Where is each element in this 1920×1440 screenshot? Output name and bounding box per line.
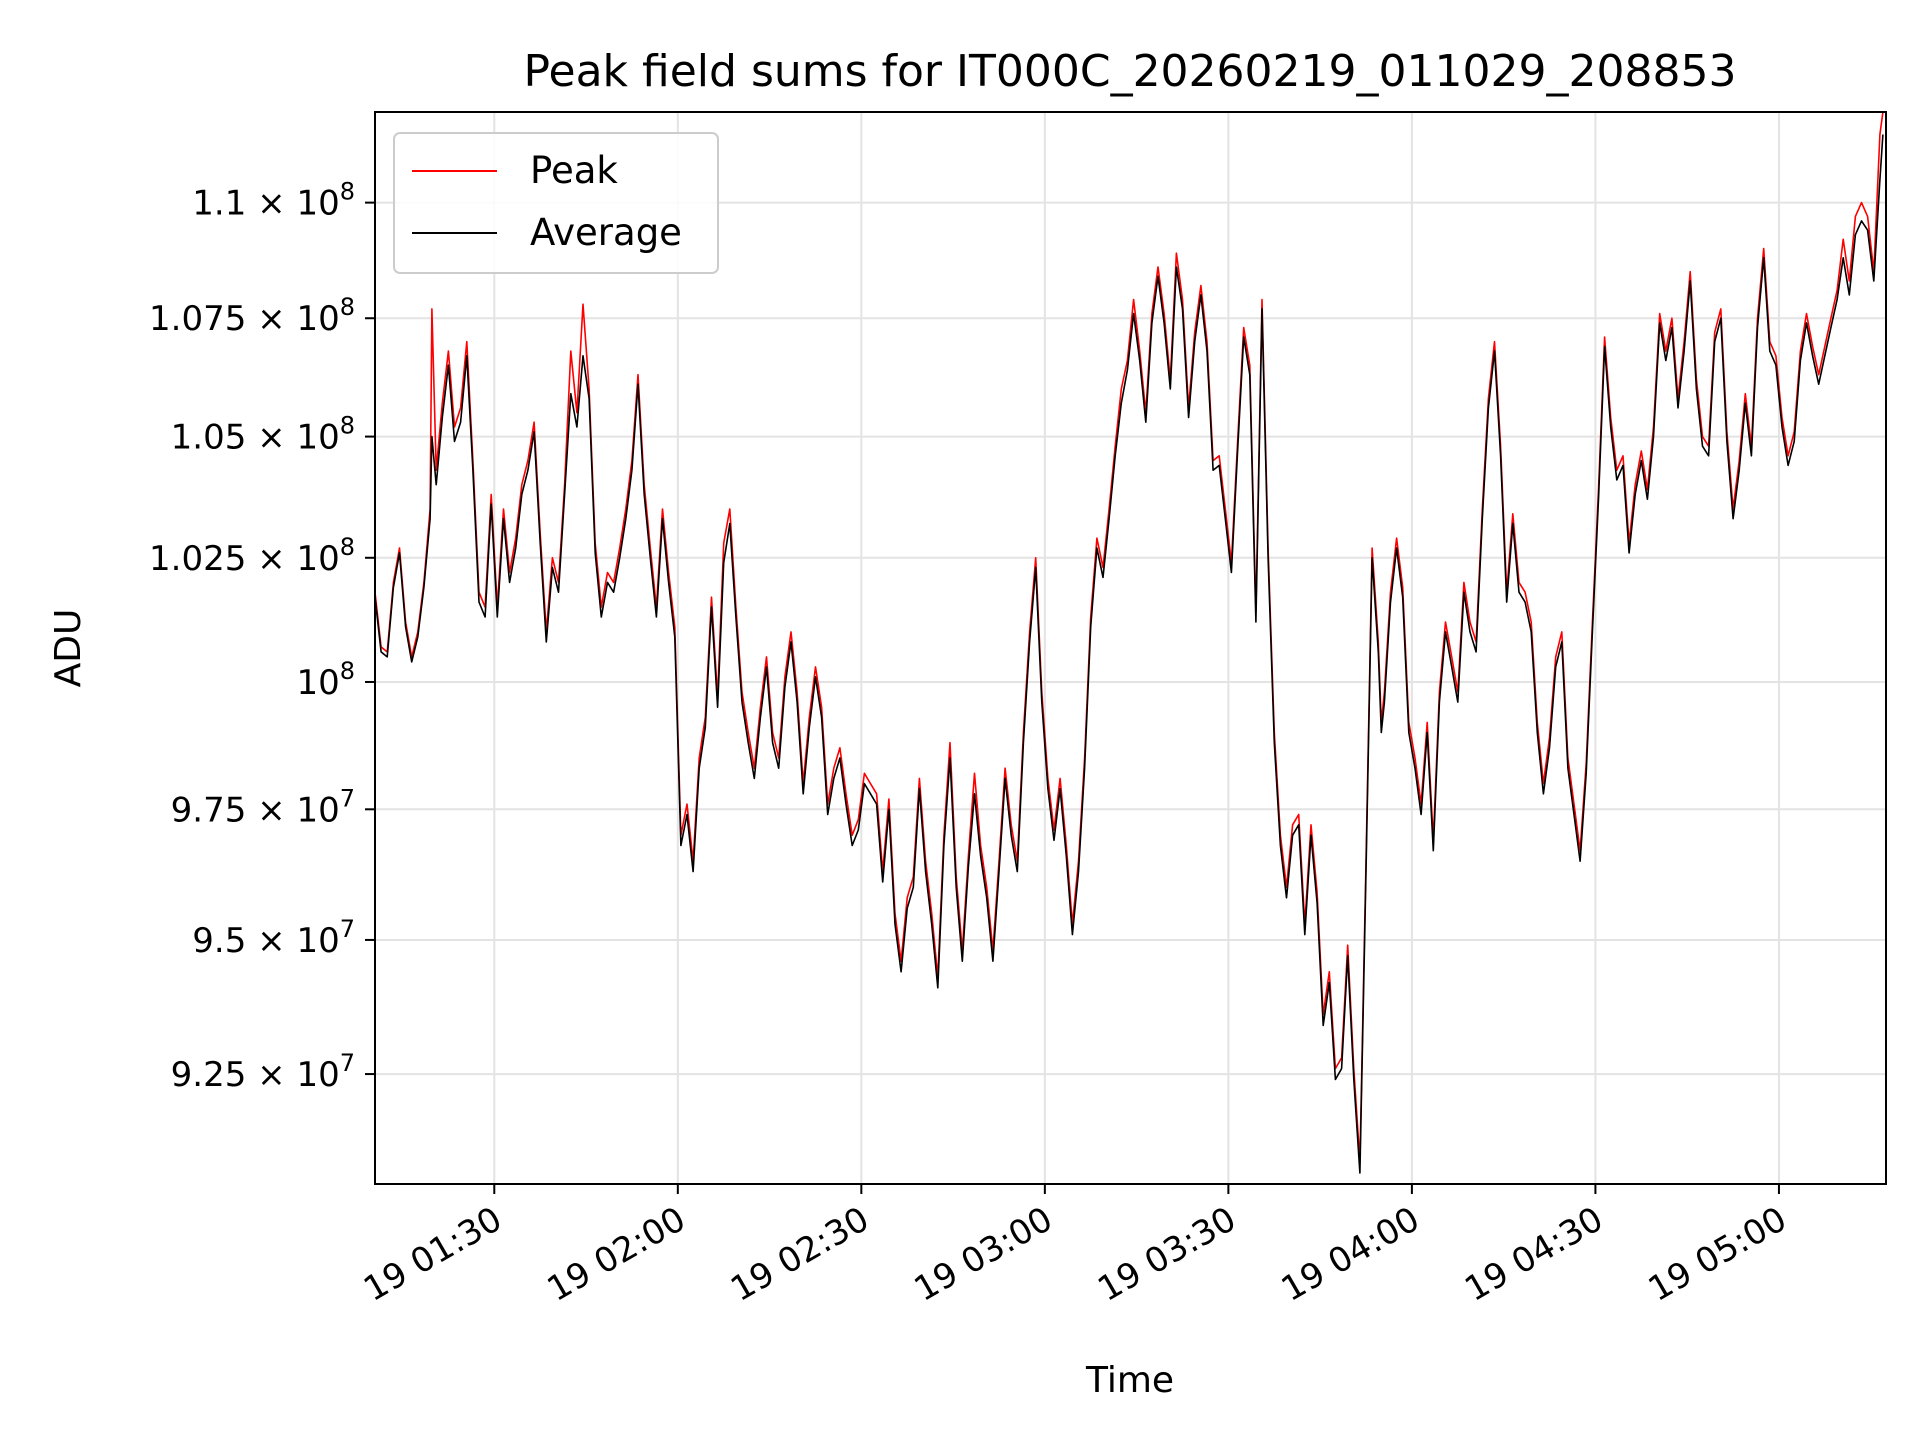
y-tick-label-1: 9.5 × 107 [192,915,355,961]
series-line-average [374,134,1884,1174]
y-tick-label-7: 1.1 × 108 [192,178,355,224]
y-tick-label-5: 1.05 × 108 [171,412,355,458]
y-axis-ticks: 9.25 × 107 9.5 × 107 9.75 × 107 108 1.025 × … [149,178,375,1095]
y-axis-label: ADU [48,609,89,688]
legend-box [393,132,719,274]
chart-title: Peak field sums for IT000C_20260219_0110… [524,46,1737,97]
y-tick-label-0: 9.25 × 107 [171,1049,355,1095]
y-tick-label-6: 1.075 × 108 [149,293,355,339]
series-layer [374,111,1884,1174]
y-tick-label-4: 1.025 × 108 [149,533,355,579]
legend-label-average: Average [530,211,682,254]
legend-label-peak: Peak [530,149,618,192]
plot-area-frame [374,111,1887,1185]
y-tick-label-3: 108 [296,657,355,703]
legend: Peak Average [393,132,719,274]
y-tick-label-2: 9.75 × 107 [171,784,355,830]
x-axis-label: Time [1085,1360,1174,1401]
series-line-peak [374,111,1884,1163]
